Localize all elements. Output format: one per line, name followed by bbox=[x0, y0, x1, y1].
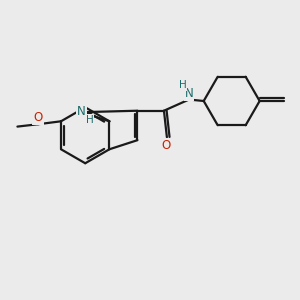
Text: O: O bbox=[162, 139, 171, 152]
Text: H: H bbox=[86, 115, 94, 125]
Text: N: N bbox=[77, 105, 86, 118]
Text: O: O bbox=[33, 111, 43, 124]
Text: H: H bbox=[178, 80, 186, 90]
Text: N: N bbox=[184, 87, 194, 100]
